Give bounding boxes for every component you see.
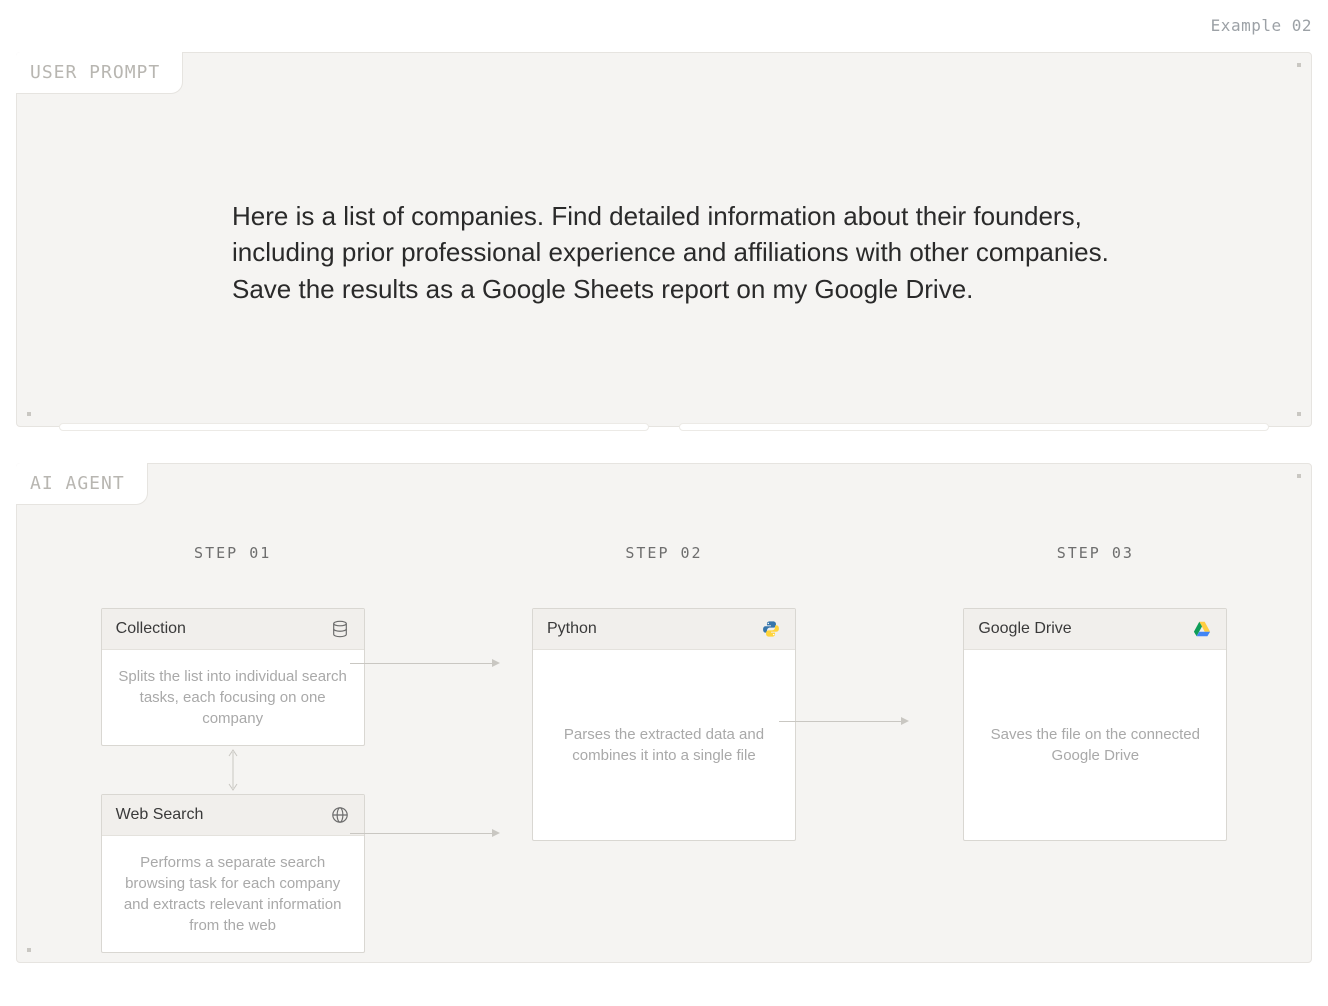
example-label: Example 02 (1211, 16, 1312, 35)
card-body: Saves the file on the connected Google D… (964, 650, 1226, 840)
ai-agent-label: AI AGENT (16, 463, 148, 505)
step-label: STEP 03 (1057, 544, 1134, 562)
vertical-connector (226, 746, 240, 794)
google-drive-icon (1192, 619, 1212, 639)
corner-dot (1297, 63, 1301, 67)
step-column: STEP 03 Google Drive Saves the file on t… (880, 544, 1311, 953)
python-icon (761, 619, 781, 639)
corner-dot (27, 412, 31, 416)
card-body: Parses the extracted data and combines i… (533, 650, 795, 840)
ai-agent-panel: AI AGENT STEP 01 Collection (16, 463, 1312, 963)
step-column: STEP 02 Python Parses the extracted data… (448, 544, 879, 953)
connector-arrow (350, 832, 500, 834)
card-python: Python Parses the extracted data and com… (532, 608, 796, 841)
card-collection: Collection Splits the list into individu… (101, 608, 365, 746)
user-prompt-panel: USER PROMPT Here is a list of companies.… (16, 52, 1312, 427)
panel-divider (16, 423, 1312, 431)
card-web-search: Web Search Performs a separate search br… (101, 794, 365, 953)
card-google-drive: Google Drive Saves the file on the conne… (963, 608, 1227, 841)
step-column: STEP 01 Collection Splits the lis (17, 544, 448, 953)
connector-arrow (350, 662, 500, 664)
card-title: Google Drive (978, 620, 1071, 638)
card-body: Splits the list into individual search t… (102, 650, 364, 745)
card-title: Python (547, 620, 597, 638)
card-body: Performs a separate search browsing task… (102, 836, 364, 952)
corner-dot (1297, 412, 1301, 416)
database-icon (330, 619, 350, 639)
user-prompt-text: Here is a list of companies. Find detail… (232, 198, 1111, 307)
connector-arrow (779, 720, 909, 722)
user-prompt-label: USER PROMPT (16, 52, 183, 94)
step-label: STEP 02 (625, 544, 702, 562)
card-title: Web Search (116, 806, 204, 824)
step-label: STEP 01 (194, 544, 271, 562)
globe-icon (330, 805, 350, 825)
steps-row: STEP 01 Collection Splits the lis (17, 544, 1311, 953)
card-title: Collection (116, 620, 186, 638)
corner-dot (1297, 474, 1301, 478)
